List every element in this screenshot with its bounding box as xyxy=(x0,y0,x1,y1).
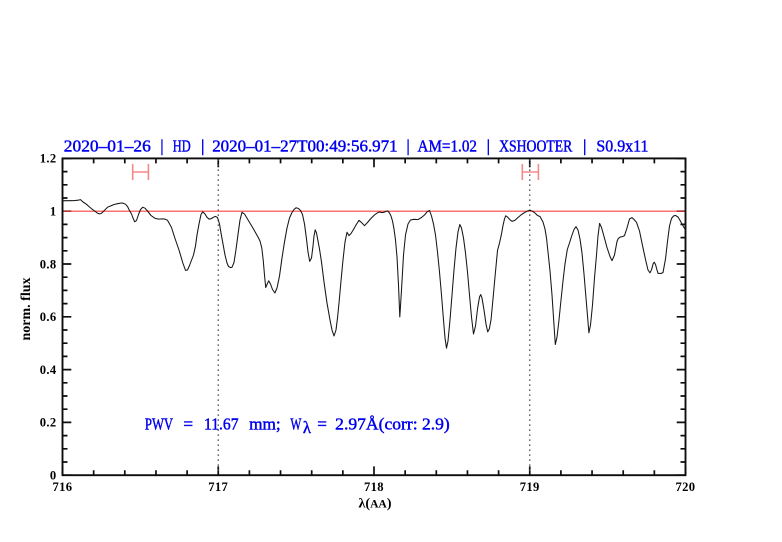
svg-text:HD: HD xyxy=(173,137,191,156)
svg-text:717: 717 xyxy=(208,480,228,494)
svg-text:0.4: 0.4 xyxy=(40,363,57,377)
svg-text:=: = xyxy=(317,415,327,434)
svg-text:|: | xyxy=(583,137,586,156)
svg-text:1.2: 1.2 xyxy=(40,152,57,166)
svg-text:|: | xyxy=(160,137,163,156)
svg-text:2.97Å(corr: 2.9): 2.97Å(corr: 2.9) xyxy=(335,415,450,434)
svg-text:2020–01–27T00:49:56.971: 2020–01–27T00:49:56.971 xyxy=(212,137,398,156)
svg-text:XSHOOTER: XSHOOTER xyxy=(499,137,573,156)
svg-text:0.2: 0.2 xyxy=(40,416,57,430)
svg-text:=: = xyxy=(183,415,193,434)
svg-text:719: 719 xyxy=(520,480,540,494)
svg-text:718: 718 xyxy=(364,480,384,494)
svg-text:norm. flux: norm. flux xyxy=(19,278,34,341)
svg-text:2020–01–26: 2020–01–26 xyxy=(64,137,151,156)
svg-text:PWV: PWV xyxy=(145,415,174,434)
svg-text:11.67: 11.67 xyxy=(204,415,239,434)
svg-text:|: | xyxy=(406,137,409,156)
svg-text:|: | xyxy=(487,137,490,156)
svg-text:1: 1 xyxy=(50,205,57,219)
svg-text:0.6: 0.6 xyxy=(40,310,57,324)
svg-text:0: 0 xyxy=(50,469,57,483)
svg-text:S0.9x11: S0.9x11 xyxy=(596,137,648,156)
svg-text:mm;: mm; xyxy=(249,415,281,434)
svg-text:0.8: 0.8 xyxy=(40,257,57,271)
svg-text:λ: λ xyxy=(303,418,312,437)
svg-text:W: W xyxy=(290,415,302,434)
svg-text:λ(AA): λ(AA) xyxy=(359,496,392,511)
svg-text:716: 716 xyxy=(53,480,73,494)
svg-text:|: | xyxy=(201,137,204,156)
svg-text:720: 720 xyxy=(676,480,696,494)
svg-text:AM=1.02: AM=1.02 xyxy=(418,137,478,156)
